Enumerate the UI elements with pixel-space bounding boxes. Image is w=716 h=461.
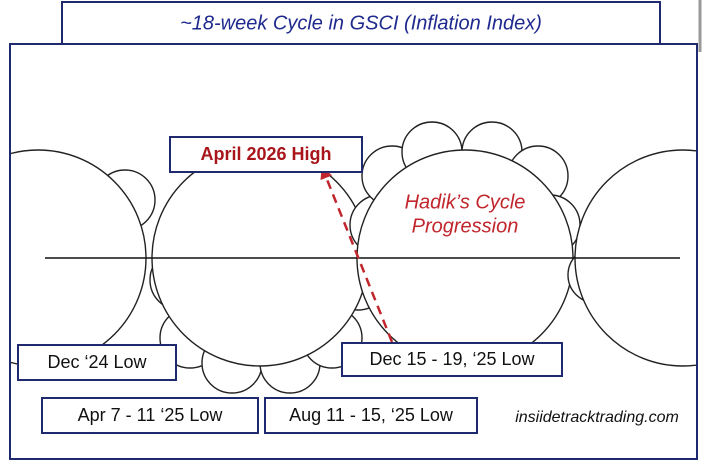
title-box [61,1,661,45]
high-label: April 2026 High [200,144,331,164]
low-label: Dec ‘24 Low [47,352,147,372]
low-label: Aug 11 - 15, ‘25 Low [289,405,454,425]
watermark: insiidetracktrading.com [515,409,679,426]
low-label: Apr 7 - 11 ‘25 Low [78,405,224,425]
arrow [320,166,394,343]
title: ~18-week Cycle in GSCI (Inflation Index) [180,12,542,34]
low-label: Dec 15 - 19, ‘25 Low [369,349,535,369]
progression-label: Hadik’s Cycle [405,191,526,213]
label-box [264,397,478,434]
label-box [41,397,259,434]
label-box [341,342,563,377]
high-box [169,136,363,173]
progression-label: Progression [412,215,519,237]
label-box [17,344,177,381]
